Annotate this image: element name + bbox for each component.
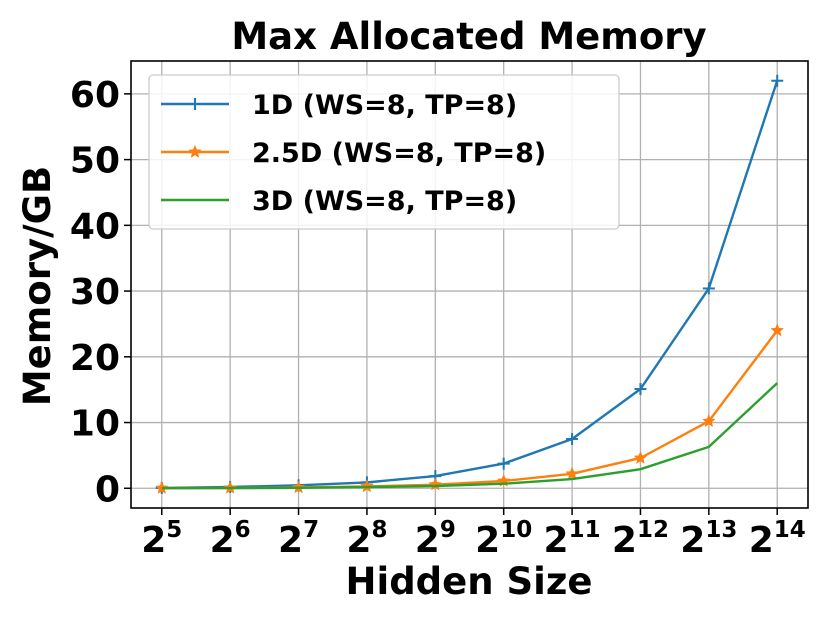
y-axis-ticks: 0 10 20 30 40 50 60 — [70, 75, 131, 510]
legend-marker — [189, 98, 201, 110]
legend-entry: 3D (WS=8, TP=8) — [161, 186, 517, 217]
x-tick-base: 2 — [544, 520, 569, 561]
series-2 — [154, 323, 785, 494]
y-tick-label: 50 — [70, 141, 120, 182]
x-tick-exponent: 11 — [569, 517, 601, 543]
data-point — [771, 74, 784, 87]
x-tick-base: 2 — [346, 520, 371, 561]
plot-frame — [130, 60, 809, 509]
data-point — [770, 323, 785, 337]
x-tick-label: 29 — [415, 517, 456, 561]
x-tick-exponent: 13 — [705, 517, 737, 543]
y-tick-label: 40 — [70, 206, 120, 247]
x-axis-ticks: 25 26 27 28 29 210 211 212 213 214 — [141, 508, 806, 561]
x-tick-label: 27 — [278, 517, 319, 561]
y-tick-label: 30 — [70, 272, 120, 313]
legend-entry: 1D (WS=8, TP=8) — [161, 90, 517, 121]
x-tick-exponent: 7 — [303, 517, 319, 543]
data-point — [702, 282, 715, 295]
x-tick-base: 2 — [749, 520, 774, 561]
x-tick-base: 2 — [141, 520, 166, 561]
data-point — [634, 383, 647, 396]
legend-box — [148, 74, 620, 230]
series-line — [161, 80, 779, 490]
y-axis-label: Memory/GB — [16, 166, 59, 406]
series-line — [161, 382, 779, 490]
chart-title: Max Allocated Memory — [231, 15, 706, 58]
x-tick-exponent: 14 — [774, 517, 806, 543]
series-layer — [154, 74, 785, 494]
x-tick-base: 2 — [475, 520, 500, 561]
x-tick-label: 210 — [475, 517, 532, 561]
legend: 1D (WS=8, TP=8) 2.5D (WS=8, TP=8) 3D (WS=8… — [148, 74, 620, 230]
series-line — [161, 329, 779, 490]
x-tick-base: 2 — [680, 520, 705, 561]
x-tick-exponent: 12 — [637, 517, 669, 543]
x-tick-exponent: 8 — [371, 517, 387, 543]
y-tick-label: 10 — [70, 404, 120, 445]
data-point — [566, 432, 579, 445]
x-tick-label: 28 — [346, 517, 387, 561]
data-point — [360, 479, 374, 493]
legend-marker — [188, 144, 202, 158]
x-tick-exponent: 6 — [235, 517, 251, 543]
series-3 — [161, 382, 779, 490]
x-tick-label: 26 — [210, 517, 251, 561]
data-point — [565, 466, 579, 480]
x-tick-exponent: 5 — [166, 517, 182, 543]
data-point — [702, 414, 716, 428]
data-point — [497, 457, 510, 470]
y-tick-label: 20 — [70, 338, 120, 379]
x-tick-label: 213 — [680, 517, 737, 561]
x-tick-base: 2 — [278, 520, 303, 561]
legend-entry: 2.5D (WS=8, TP=8) — [161, 138, 546, 169]
legend-label: 2.5D (WS=8, TP=8) — [252, 138, 546, 169]
x-axis-label: Hidden Size — [346, 560, 593, 603]
y-tick-label: 60 — [70, 75, 120, 116]
x-tick-base: 2 — [210, 520, 235, 561]
x-tick-label: 211 — [544, 517, 601, 561]
x-tick-label: 214 — [749, 517, 806, 561]
x-tick-label: 25 — [141, 517, 182, 561]
x-tick-exponent: 9 — [440, 517, 456, 543]
x-tick-label: 212 — [612, 517, 669, 561]
legend-label: 3D (WS=8, TP=8) — [252, 186, 517, 217]
y-tick-label: 0 — [95, 469, 120, 510]
x-tick-base: 2 — [415, 520, 440, 561]
x-tick-base: 2 — [612, 520, 637, 561]
data-point — [633, 450, 648, 464]
x-tick-exponent: 10 — [500, 517, 532, 543]
legend-label: 1D (WS=8, TP=8) — [252, 90, 517, 121]
